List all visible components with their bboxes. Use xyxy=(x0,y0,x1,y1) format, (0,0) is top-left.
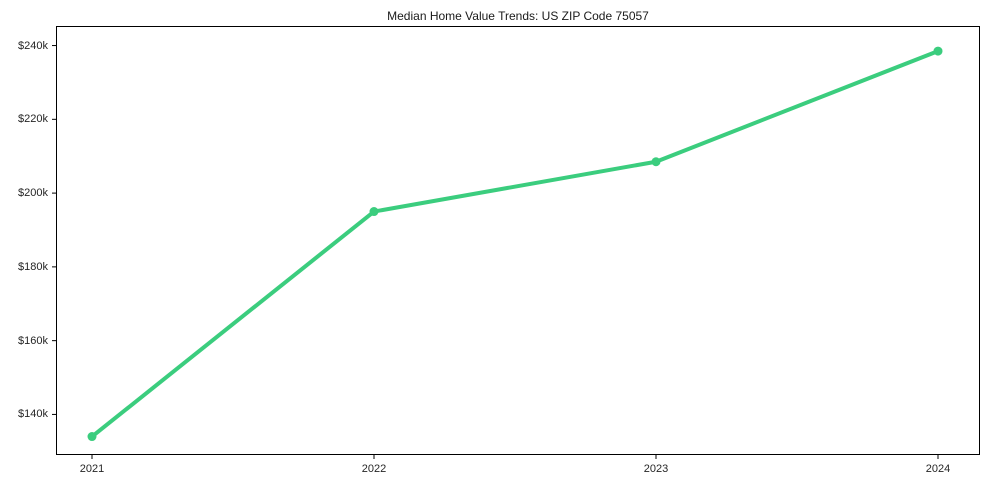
y-tick-label: $140k xyxy=(18,408,48,421)
x-tick-label: 2024 xyxy=(925,463,951,475)
trend-line xyxy=(90,49,940,439)
y-tick-label: $240k xyxy=(18,39,48,52)
data-point-marker xyxy=(933,46,943,56)
y-tick-label: $220k xyxy=(18,113,48,126)
y-tick-label: $180k xyxy=(18,260,48,273)
data-point-marker xyxy=(369,207,379,217)
y-tick-label: $200k xyxy=(18,187,48,200)
chart-title: Median Home Value Trends: US ZIP Code 75… xyxy=(387,9,649,23)
data-point-marker xyxy=(87,432,97,442)
x-tick-label: 2023 xyxy=(643,463,669,475)
plot-border xyxy=(56,26,980,455)
y-tick-label: $160k xyxy=(18,334,48,347)
x-tick-label: 2021 xyxy=(79,463,105,475)
x-tick-label: 2022 xyxy=(361,463,387,475)
data-point-marker xyxy=(651,157,661,167)
